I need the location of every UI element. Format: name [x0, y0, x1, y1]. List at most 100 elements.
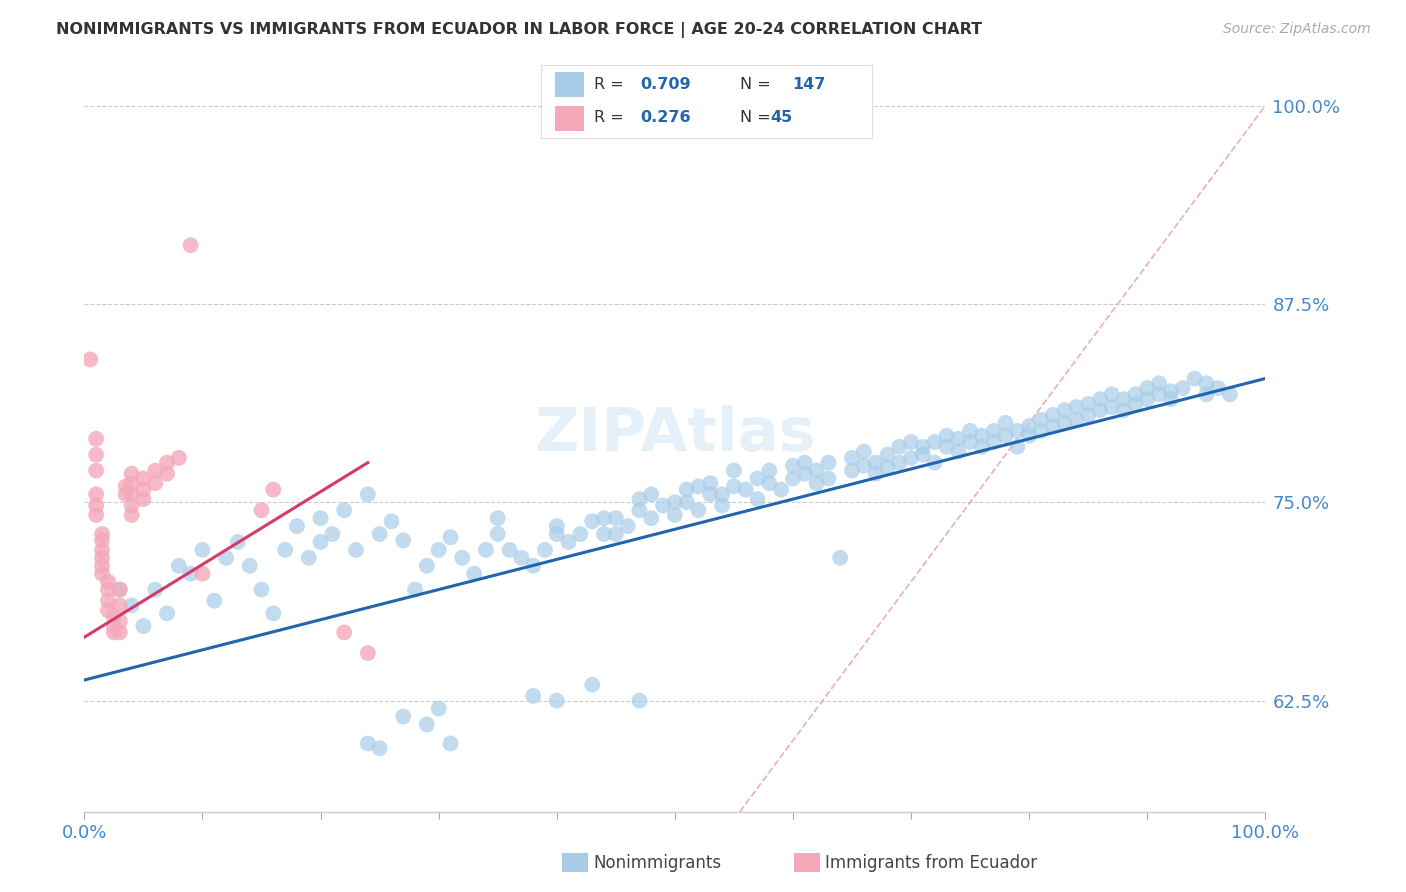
Point: [274, 542, 297, 557]
Point: [427, 701, 450, 715]
Point: [84, 508, 107, 522]
Text: NONIMMIGRANTS VS IMMIGRANTS FROM ECUADOR IN LABOR FORCE | AGE 20-24 CORRELATION : NONIMMIGRANTS VS IMMIGRANTS FROM ECUADOR…: [56, 22, 983, 38]
Point: [368, 527, 391, 541]
Point: [475, 542, 498, 557]
Point: [309, 511, 332, 525]
Point: [983, 424, 1005, 438]
Point: [156, 607, 179, 621]
Point: [108, 615, 131, 629]
Point: [143, 476, 166, 491]
Point: [97, 574, 120, 589]
Point: [534, 542, 557, 557]
Point: [156, 456, 179, 470]
Point: [132, 619, 155, 633]
Point: [191, 542, 214, 557]
Point: [817, 471, 839, 485]
Point: [675, 483, 697, 497]
Point: [569, 527, 592, 541]
Point: [830, 550, 852, 565]
Point: [782, 471, 804, 485]
Point: [416, 717, 439, 731]
Point: [1219, 387, 1241, 401]
Point: [546, 527, 568, 541]
Point: [616, 519, 638, 533]
Point: [924, 456, 946, 470]
Point: [1088, 392, 1111, 406]
Point: [711, 499, 734, 513]
Point: [114, 479, 136, 493]
Text: 0.709: 0.709: [641, 77, 692, 92]
Point: [262, 607, 284, 621]
Point: [605, 527, 627, 541]
Point: [84, 464, 107, 478]
Point: [1147, 376, 1170, 391]
Point: [121, 487, 143, 501]
Point: [1101, 387, 1123, 401]
Text: N =: N =: [740, 111, 776, 125]
Point: [1029, 424, 1052, 438]
Point: [463, 566, 485, 581]
Point: [451, 550, 474, 565]
Point: [1066, 413, 1088, 427]
Point: [747, 471, 769, 485]
Point: [121, 508, 143, 522]
Point: [640, 511, 662, 525]
Point: [79, 352, 101, 367]
Text: Nonimmigrants: Nonimmigrants: [593, 854, 721, 871]
Point: [132, 471, 155, 485]
Point: [84, 499, 107, 513]
Point: [1125, 387, 1147, 401]
Point: [114, 487, 136, 501]
Point: [97, 593, 120, 607]
Point: [357, 487, 380, 501]
Text: Source: ZipAtlas.com: Source: ZipAtlas.com: [1223, 22, 1371, 37]
Point: [806, 476, 828, 491]
Point: [1053, 416, 1076, 430]
Point: [948, 444, 970, 458]
Point: [357, 646, 380, 660]
Point: [333, 503, 356, 517]
Point: [215, 550, 238, 565]
Point: [970, 440, 993, 454]
Point: [723, 479, 745, 493]
Point: [935, 440, 957, 454]
Point: [970, 428, 993, 442]
Point: [91, 550, 114, 565]
Point: [911, 448, 934, 462]
Point: [1171, 381, 1194, 395]
Point: [806, 464, 828, 478]
Point: [522, 558, 544, 573]
Point: [486, 527, 509, 541]
Point: [1066, 400, 1088, 414]
Point: [688, 479, 710, 493]
Point: [522, 689, 544, 703]
Point: [959, 424, 981, 438]
Point: [723, 464, 745, 478]
Point: [935, 428, 957, 442]
Point: [557, 535, 579, 549]
Point: [1053, 403, 1076, 417]
Point: [239, 558, 262, 573]
Point: [404, 582, 426, 597]
Point: [84, 448, 107, 462]
Point: [1088, 403, 1111, 417]
Point: [1184, 371, 1206, 385]
Point: [108, 599, 131, 613]
Point: [167, 558, 190, 573]
Point: [108, 582, 131, 597]
Point: [758, 464, 780, 478]
Point: [84, 487, 107, 501]
Point: [900, 450, 922, 465]
Point: [1206, 381, 1229, 395]
Point: [994, 416, 1017, 430]
Point: [180, 566, 202, 581]
Point: [97, 603, 120, 617]
Text: 147: 147: [793, 77, 825, 92]
Point: [770, 483, 793, 497]
Point: [1160, 384, 1182, 399]
Point: [121, 499, 143, 513]
Point: [1018, 428, 1040, 442]
Point: [711, 487, 734, 501]
Point: [84, 432, 107, 446]
Point: [510, 550, 533, 565]
